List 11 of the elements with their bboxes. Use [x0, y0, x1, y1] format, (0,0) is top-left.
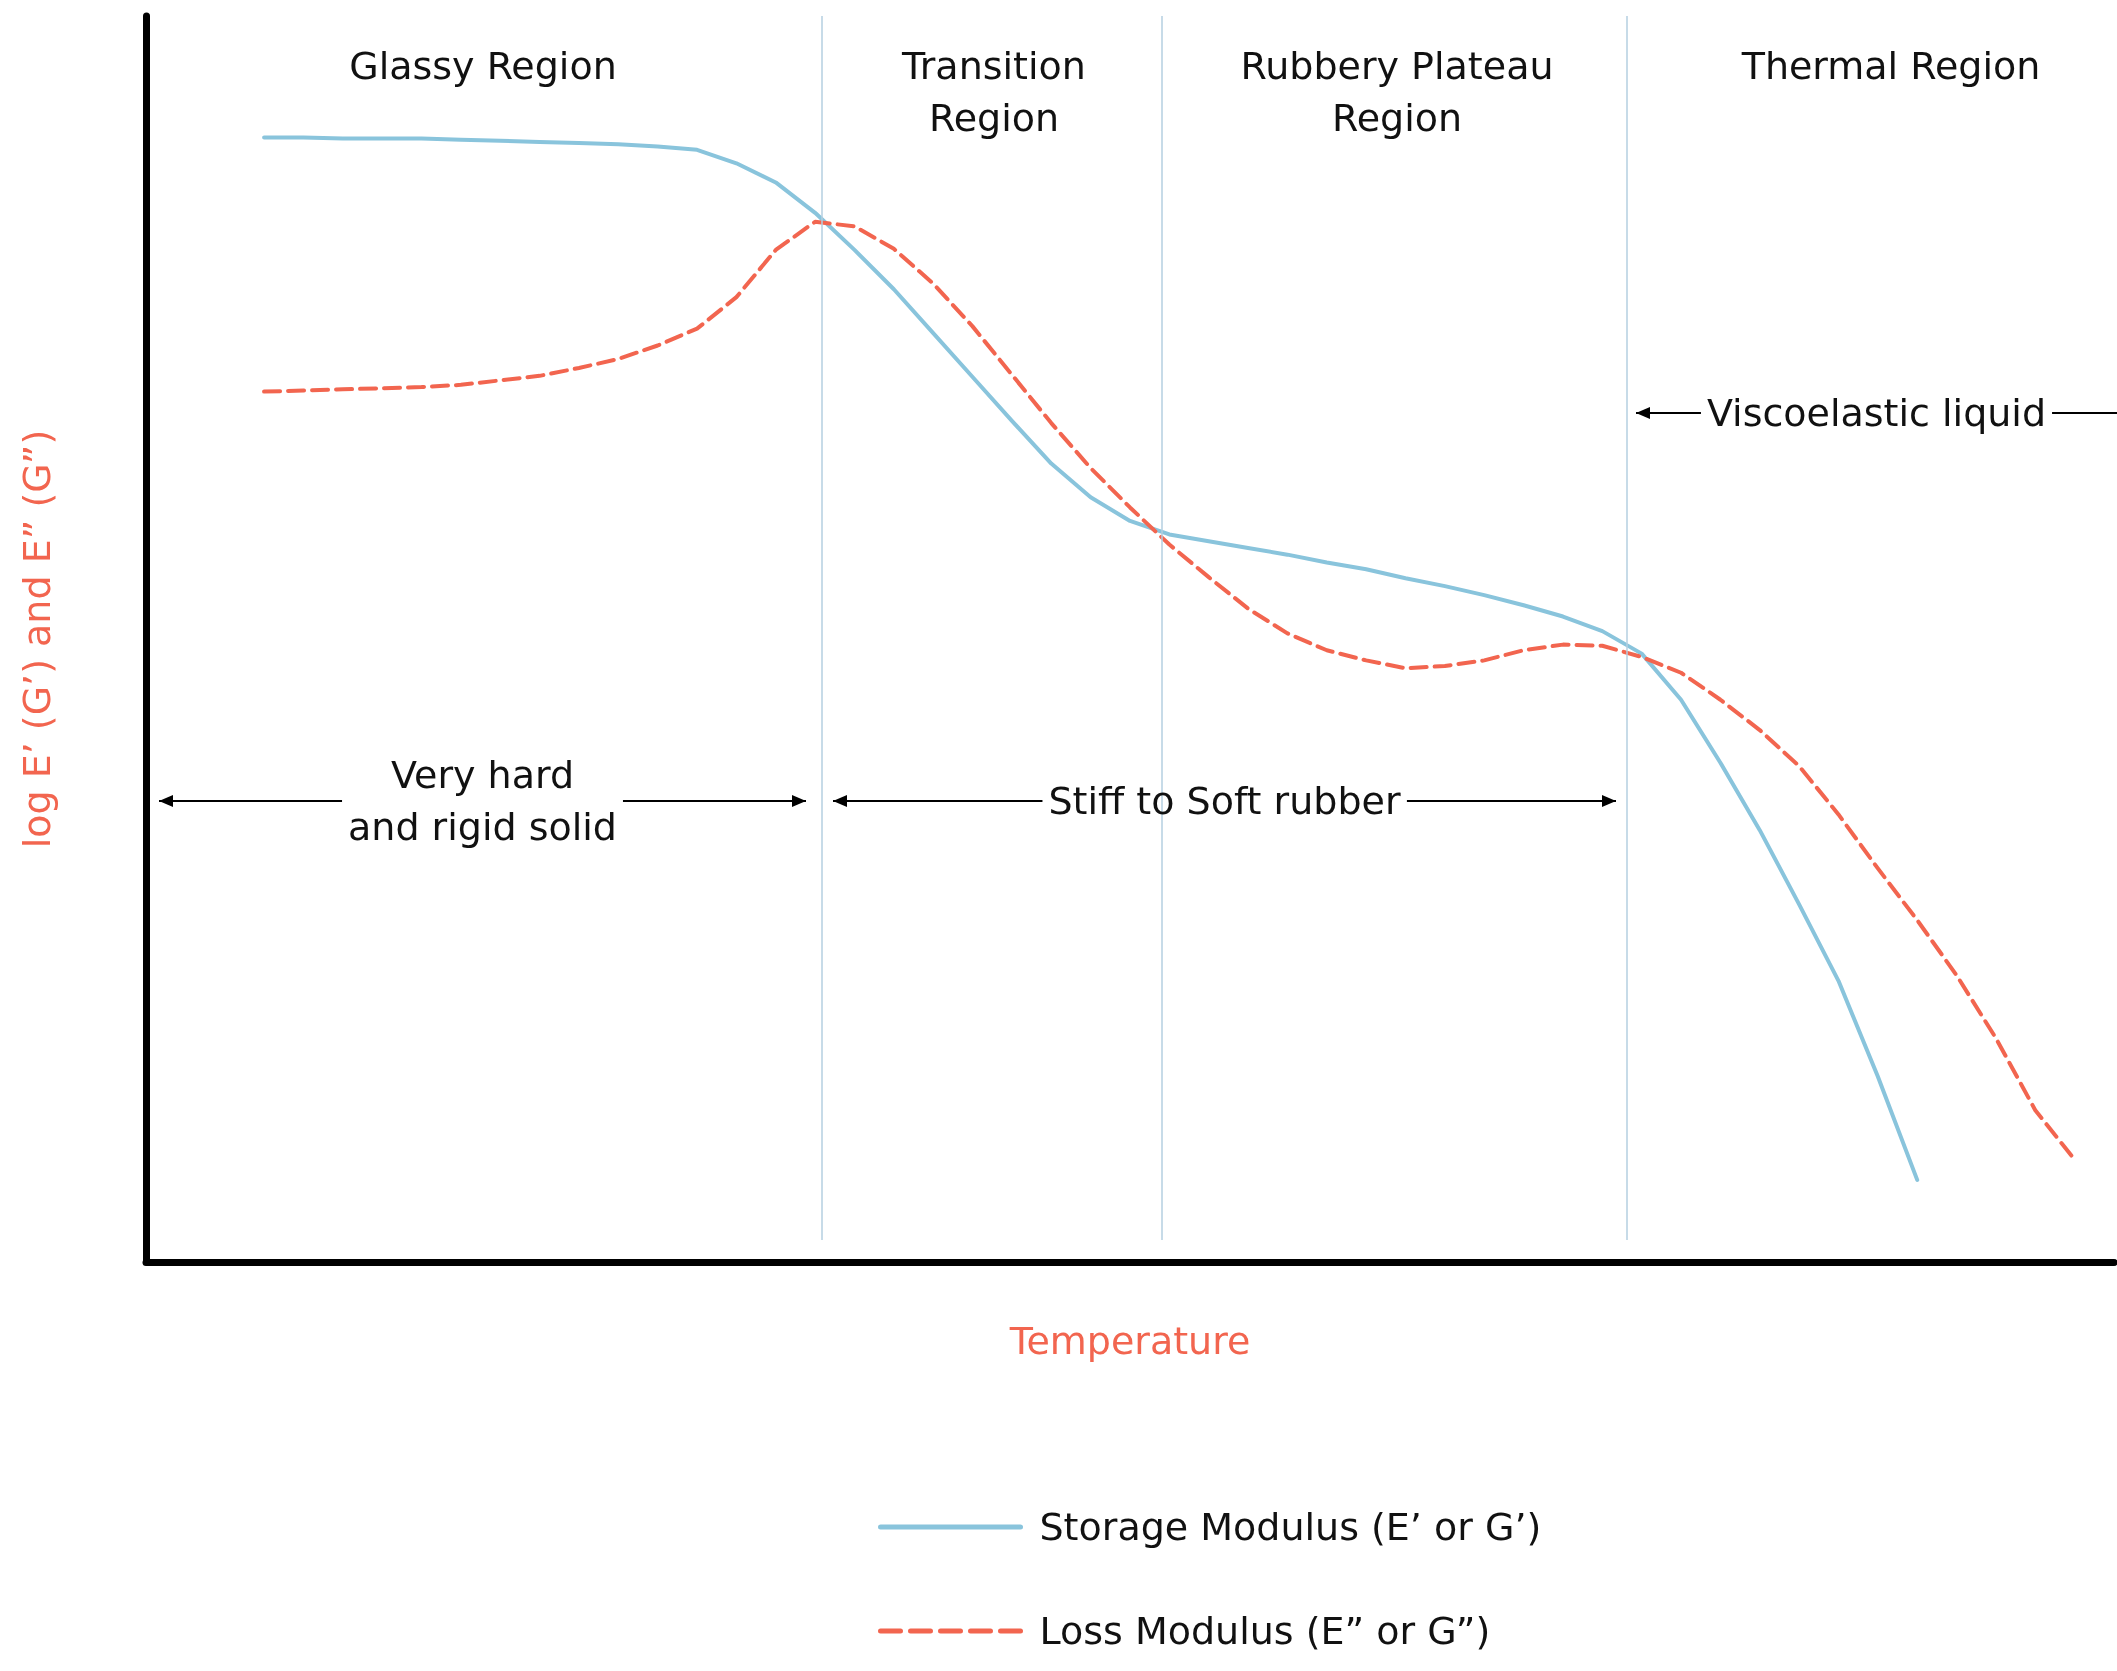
text: Glassy Region	[349, 44, 617, 88]
annotation: Very hard and rigid solid	[348, 753, 617, 849]
annotation: Viscoelastic liquid	[1706, 391, 2047, 435]
annotation: Transition Region	[901, 44, 1086, 140]
annotation: Stiff to Soft rubber	[1048, 779, 1401, 823]
text: Thermal Region	[1740, 44, 2041, 88]
legend-label: Storage Modulus (E’ or G’)	[1039, 1505, 1542, 1549]
legend-label: Loss Modulus (E” or G”)	[1039, 1609, 1491, 1653]
annotation: Rubbery Plateau Region	[1240, 44, 1554, 140]
x-axis-title: Temperature	[1008, 1319, 1251, 1363]
y-axis-title: log E’ (G’) and E” (G”)	[15, 429, 59, 849]
